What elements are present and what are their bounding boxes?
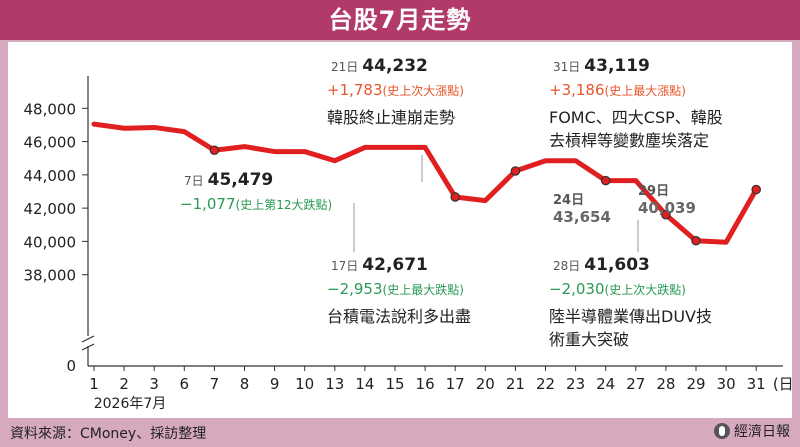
annotation-value: 45,479 [208, 170, 274, 190]
x-tick-label: 21 [506, 375, 525, 393]
data-points [209, 145, 761, 246]
x-tick-label: 10 [295, 375, 314, 393]
x-tick-label: 16 [416, 375, 435, 393]
source-note: 資料來源：CMoney、採訪整理 [10, 426, 207, 442]
annotation-date: 17日 [331, 259, 358, 273]
annotation-date: 24日 [553, 193, 584, 208]
annotation-change-note: (史上次大漲點) [383, 84, 464, 98]
annotation-date: 21日 [331, 60, 358, 74]
annotation-change-note: (史上次大跌點) [605, 282, 686, 297]
annotations: 7日 45,479−1,077(史上第12大跌點)17日 42,671−2,953(… [180, 56, 723, 349]
annotation-headline: 21日 44,232 [331, 56, 428, 76]
annotation-description: 韓股終止連崩走勢 [327, 108, 455, 127]
y-tick-label: 46,000 [24, 134, 77, 152]
annotation-change-note: (史上最大漲點) [605, 84, 686, 98]
annotation-change-value: −1,077 [180, 195, 236, 213]
x-tick-label: 13 [325, 375, 344, 393]
data-point-marker [751, 184, 761, 195]
annotation-date: 7日 [184, 174, 204, 188]
x-tick-label: 24 [596, 375, 615, 393]
logo-icon [714, 423, 730, 439]
annotation-value: 41,603 [584, 255, 650, 275]
annotation-date: 28日 [553, 259, 580, 273]
annotation-date: 31日 [553, 60, 580, 74]
x-axis-label: 2026年7月 [94, 396, 167, 412]
x-tick-label: 30 [717, 375, 736, 393]
x-tick-label: 6 [180, 375, 190, 393]
x-tick-label: 20 [476, 375, 495, 393]
annotation-description: FOMC、四大CSP、韓股 [549, 108, 723, 127]
annotation-change: +3,186(史上最大漲點) [549, 81, 686, 99]
annotation-change-value: +3,186 [549, 81, 605, 99]
annotation-change: −2,030(史上次大跌點) [549, 280, 686, 298]
publisher-logo: 經濟日報 [714, 421, 790, 441]
annotation-change: −1,077(史上第12大跌點) [180, 195, 332, 213]
annotation-value: 44,232 [362, 56, 428, 76]
series-line-path [91, 121, 759, 245]
x-tick-label: 17 [446, 375, 465, 393]
annotation-headline: 28日 41,603 [553, 255, 650, 275]
chart-title: 台股7月走勢 [0, 0, 800, 40]
annotation-change-note: (史上最大跌點) [383, 282, 464, 297]
x-tick-label: 3 [149, 375, 159, 393]
y-zero-label: 0 [66, 357, 76, 375]
data-point-marker [661, 209, 671, 220]
data-point-marker [510, 166, 521, 176]
x-unit-label: (日) [773, 375, 792, 393]
x-tick-label: 31 [747, 375, 766, 393]
x-tick-label: 23 [566, 375, 585, 393]
annotation-change: +1,783(史上次大漲點) [327, 81, 464, 99]
annotation-headline: 17日 42,671 [331, 255, 428, 275]
axis-break-mark [81, 335, 95, 351]
annotation-change-value: −2,030 [549, 280, 605, 298]
data-point-marker [450, 192, 460, 202]
annotation-headline: 7日 45,479 [184, 170, 273, 190]
series-line [91, 121, 759, 245]
data-point-marker [600, 175, 611, 186]
logo-text: 經濟日報 [734, 424, 790, 440]
annotation-description: 術重大突破 [549, 330, 629, 349]
annotation-date: 29日 [638, 184, 669, 199]
y-tick-label: 38,000 [24, 267, 77, 285]
annotation-value: 42,671 [362, 255, 428, 275]
annotation-change-value: −2,953 [327, 280, 383, 298]
leader-lines [353, 155, 639, 252]
x-tick-label: 15 [385, 375, 404, 393]
annotation-description: 台積電法說利多出盡 [327, 307, 471, 326]
annotation-change-value: +1,783 [327, 81, 383, 99]
annotation-value: 43,654 [553, 208, 611, 226]
annotation-change-note: (史上第12大跌點) [236, 197, 333, 212]
annotation-value: 40,039 [638, 199, 696, 217]
x-tick-label: 22 [536, 375, 555, 393]
x-tick-label: 8 [240, 375, 250, 393]
x-tick-label: 29 [686, 375, 705, 393]
annotation-change: −2,953(史上最大跌點) [327, 280, 464, 298]
chart-panel: 48,000 46,000 44,000 42,000 40,000 38,000 0 1 2 3… [8, 42, 792, 418]
y-tick-label: 44,000 [24, 167, 77, 185]
x-tick-label: 1 [89, 375, 99, 393]
y-tick-label: 48,000 [24, 100, 77, 118]
annotation-description: 去槓桿等變數塵埃落定 [549, 131, 709, 150]
annotation-value: 43,119 [584, 56, 650, 76]
x-tick-label: 28 [656, 375, 675, 393]
x-tick-label: 2 [119, 375, 129, 393]
data-point-marker [209, 145, 220, 156]
annotation-description: 陸半導體業傳出DUV技 [549, 307, 712, 326]
axes [81, 76, 783, 371]
data-point-marker [691, 235, 701, 246]
y-tick-label: 42,000 [24, 200, 77, 218]
annotation-headline: 31日 43,119 [553, 56, 650, 76]
y-tick-label: 40,000 [24, 233, 77, 251]
x-tick-label: 27 [626, 375, 645, 393]
x-tick-label: 14 [355, 375, 374, 393]
x-tick-label: 7 [210, 375, 220, 393]
x-tick-label: 9 [270, 375, 280, 393]
